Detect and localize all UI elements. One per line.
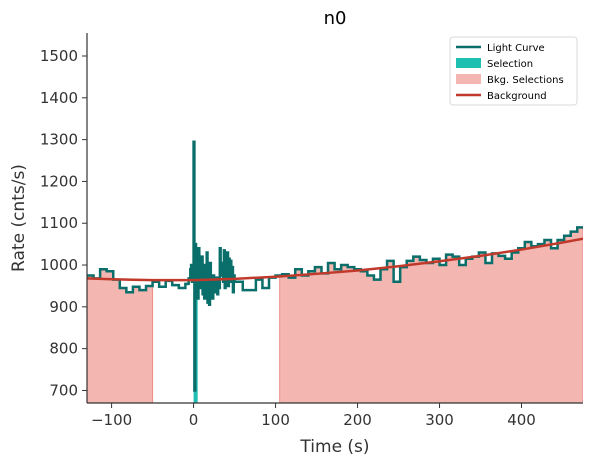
- y-tick-label: 1000: [40, 256, 78, 274]
- y-axis-title: Rate (cnts/s): [9, 164, 29, 272]
- legend-swatch-patch: [456, 74, 481, 84]
- legend-label: Background: [487, 91, 547, 102]
- background-model-line: [87, 237, 583, 282]
- light-curve-line: [87, 140, 583, 392]
- y-tick-label: 1100: [40, 214, 78, 232]
- x-tick-label: −100: [91, 411, 132, 429]
- legend: Light Curve Selection Bkg. Selections Backg…: [449, 36, 578, 106]
- x-tick-label: 0: [189, 411, 199, 429]
- x-axis-title: Time (s): [299, 437, 369, 457]
- legend-label: Light Curve: [487, 43, 545, 54]
- y-tick-label: 1500: [40, 47, 78, 65]
- legend-swatch-patch: [456, 58, 481, 68]
- y-tick-label: 900: [49, 298, 78, 316]
- y-tick-label: 1200: [40, 172, 78, 190]
- x-tick-label: 400: [507, 411, 536, 429]
- plot-area: [87, 140, 583, 403]
- bkg-selection-region-1: [279, 226, 583, 403]
- legend-box: [449, 36, 578, 106]
- x-tick-label: 300: [425, 411, 454, 429]
- x-tick-label: 100: [261, 411, 290, 429]
- plot-content: [87, 140, 583, 403]
- y-tick-label: 1300: [40, 131, 78, 149]
- y-tick-label: 1400: [40, 89, 78, 107]
- legend-label: Selection: [487, 59, 533, 70]
- y-tick-label: 700: [49, 381, 78, 399]
- y-tick-label: 800: [49, 340, 78, 358]
- legend-label: Bkg. Selections: [487, 75, 564, 86]
- chart-title: n0: [324, 8, 347, 29]
- axes: −100 0 100 200 300 400 700 800 900 1000 1100 1200 13…: [40, 33, 583, 429]
- x-tick-label: 200: [343, 411, 372, 429]
